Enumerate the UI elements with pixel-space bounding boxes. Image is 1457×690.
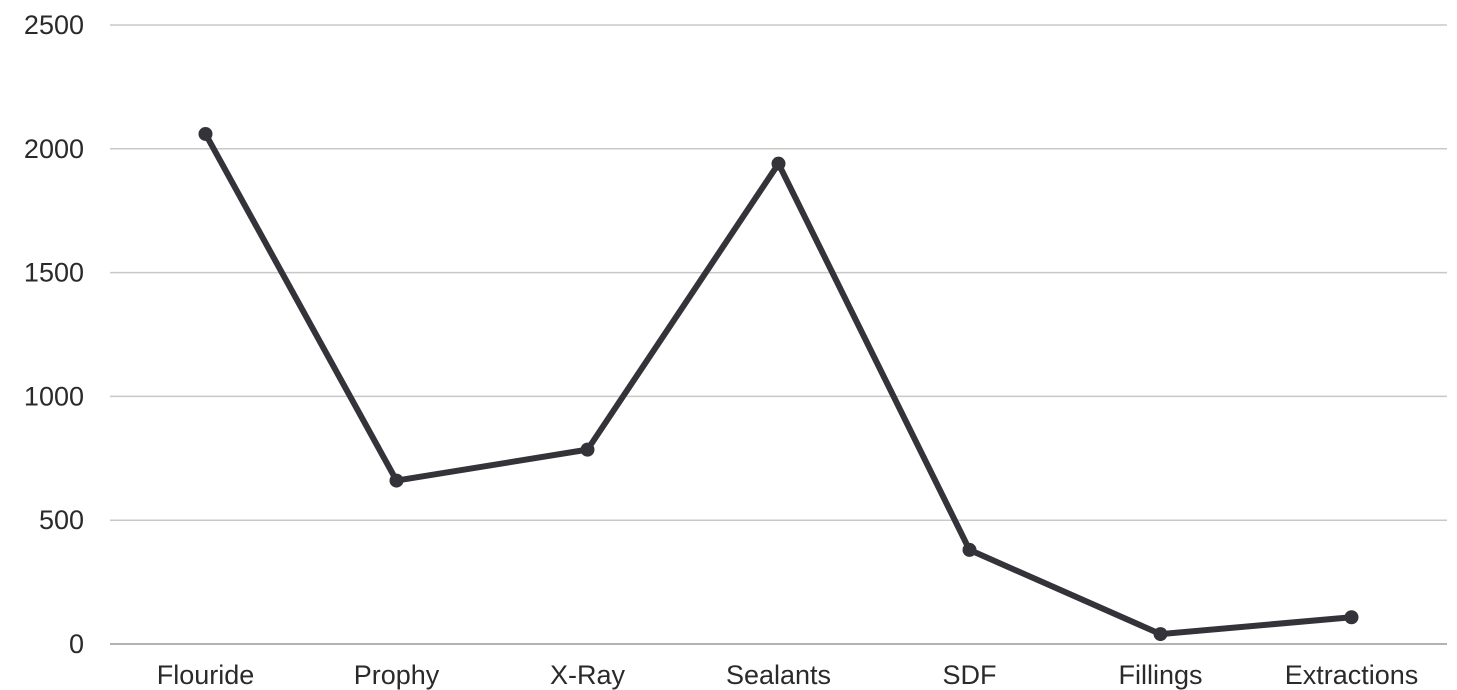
data-point (771, 156, 786, 171)
data-point (389, 473, 404, 488)
gridlines (110, 24, 1447, 645)
y-tick-label: 500 (39, 505, 84, 535)
y-tick-label: 2500 (24, 10, 84, 40)
data-point (1153, 627, 1168, 642)
y-tick-label: 0 (69, 629, 84, 659)
x-tick-label: Fillings (1118, 660, 1202, 690)
x-tick-label: Flouride (157, 660, 255, 690)
y-tick-label: 2000 (24, 134, 84, 164)
x-tick-label: X-Ray (550, 660, 626, 690)
data-point (580, 442, 595, 457)
data-point (198, 126, 213, 141)
y-tick-label: 1000 (24, 381, 84, 411)
x-tick-label: Sealants (726, 660, 831, 690)
data-point (962, 542, 977, 557)
y-tick-label: 1500 (24, 258, 84, 288)
x-tick-label: Extractions (1285, 660, 1419, 690)
data-point (1344, 610, 1359, 625)
x-tick-label: Prophy (354, 660, 440, 690)
x-axis-tick-labels: Flouride Prophy X-Ray Sealants SDF Fillings Ex… (157, 660, 1419, 690)
series-line (202, 130, 1355, 638)
x-tick-label: SDF (943, 660, 997, 690)
series-layer (198, 126, 1359, 642)
y-axis-tick-labels: 0 500 1000 1500 2000 2500 (24, 10, 84, 659)
